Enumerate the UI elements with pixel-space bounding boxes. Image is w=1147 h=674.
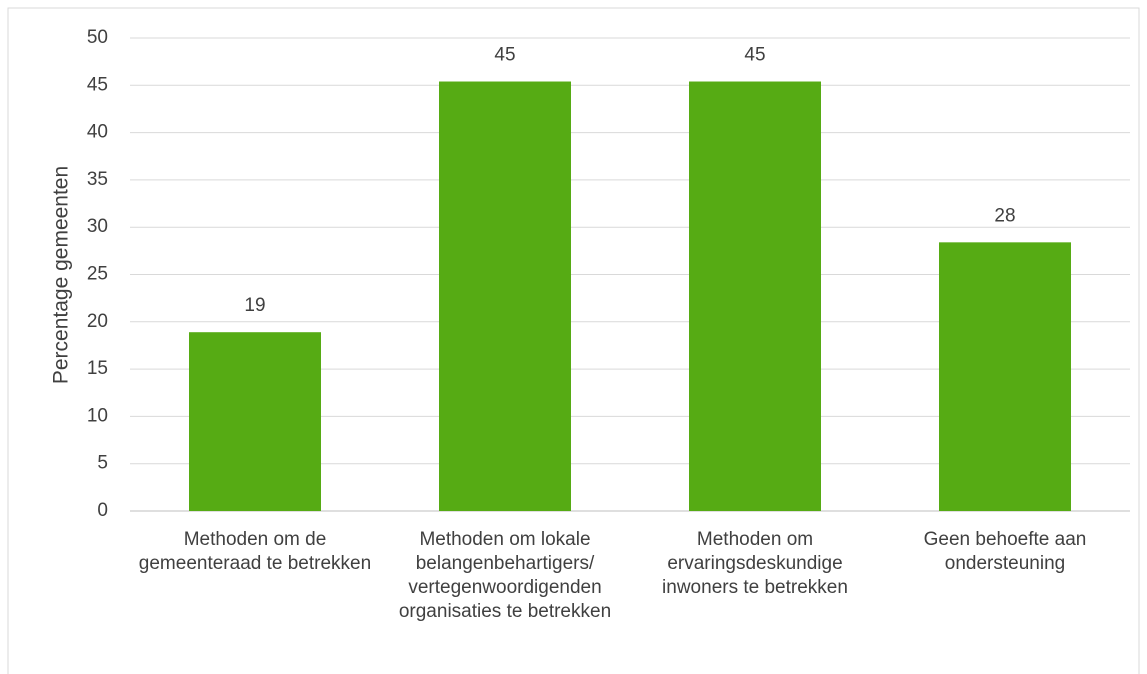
x-tick-label-line: ondersteuning (945, 553, 1065, 574)
y-tick-label: 5 (97, 453, 108, 474)
y-tick-label: 10 (87, 405, 108, 426)
y-tick-label: 15 (87, 358, 108, 379)
y-tick-label: 30 (87, 216, 108, 237)
y-tick-label: 40 (87, 122, 108, 143)
y-tick-label: 20 (87, 311, 108, 332)
bar (189, 332, 321, 511)
x-tick-label-line: inwoners te betrekken (662, 577, 848, 598)
data-label: 28 (994, 205, 1015, 226)
x-tick-label-line: Methoden om (697, 529, 813, 550)
y-tick-label: 25 (87, 264, 108, 285)
y-tick-label: 50 (87, 27, 108, 48)
bar (939, 242, 1071, 511)
data-label: 45 (494, 45, 515, 66)
chart-border (7, 7, 1140, 674)
y-tick-label: 45 (87, 74, 108, 95)
y-tick-label: 0 (97, 500, 108, 521)
x-tick-label: Methoden om lokale belangenbehartigers/ve… (399, 529, 611, 622)
x-tick-label-line: Methoden om lokale (419, 529, 590, 550)
data-label: 45 (744, 45, 765, 66)
x-tick-label-line: gemeenteraad te betrekken (139, 553, 371, 574)
x-tick-label: Methoden om ervaringsdeskundige inwoners t… (662, 529, 848, 598)
bar (689, 81, 821, 512)
x-tick-label-line: Geen behoefte aan (924, 529, 1087, 550)
x-tick-label-line: belangenbehartigers/ (416, 553, 595, 574)
x-tick-label: Methoden om de gemeenteraad te betrekken (139, 529, 371, 574)
data-label: 19 (244, 295, 265, 316)
y-tick-label: 35 (87, 169, 108, 190)
x-tick-label-line: Methoden om de (184, 529, 327, 550)
x-tick-label-line: ervaringsdeskundige (667, 553, 842, 574)
bar (439, 81, 571, 512)
x-tick-label-line: organisaties te betrekken (399, 601, 611, 622)
y-axis-label: Percentage gemeenten (50, 166, 73, 384)
x-tick-label-line: vertegenwoordigenden (408, 577, 601, 598)
x-tick-label: Geen behoefte aan ondersteuning (924, 529, 1087, 574)
